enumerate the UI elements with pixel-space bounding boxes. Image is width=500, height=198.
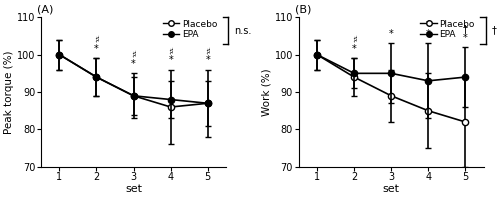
X-axis label: set: set [382, 184, 400, 194]
Text: ♯: ♯ [131, 50, 136, 60]
Text: *: * [131, 59, 136, 69]
Legend: Placebo, EPA: Placebo, EPA [162, 19, 218, 40]
Text: ♯: ♯ [352, 35, 356, 45]
Text: †: † [492, 26, 496, 36]
Text: *: * [389, 29, 394, 39]
Text: n.s.: n.s. [234, 26, 251, 36]
Y-axis label: Peak torque (%): Peak torque (%) [4, 50, 14, 134]
Text: *: * [426, 20, 430, 30]
Text: *: * [168, 55, 173, 65]
Y-axis label: Work (%): Work (%) [262, 68, 272, 116]
X-axis label: set: set [125, 184, 142, 194]
Text: *: * [206, 55, 210, 65]
Text: ♯: ♯ [206, 47, 210, 56]
Text: *: * [426, 29, 430, 39]
Text: *: * [463, 33, 468, 43]
Text: (B): (B) [295, 4, 311, 14]
Legend: Placebo, EPA: Placebo, EPA [420, 19, 476, 40]
Text: ♯: ♯ [168, 47, 173, 56]
Text: *: * [94, 44, 99, 54]
Text: (A): (A) [37, 4, 54, 14]
Text: ♯: ♯ [94, 35, 99, 45]
Text: *: * [352, 44, 356, 54]
Text: †: † [463, 24, 468, 34]
